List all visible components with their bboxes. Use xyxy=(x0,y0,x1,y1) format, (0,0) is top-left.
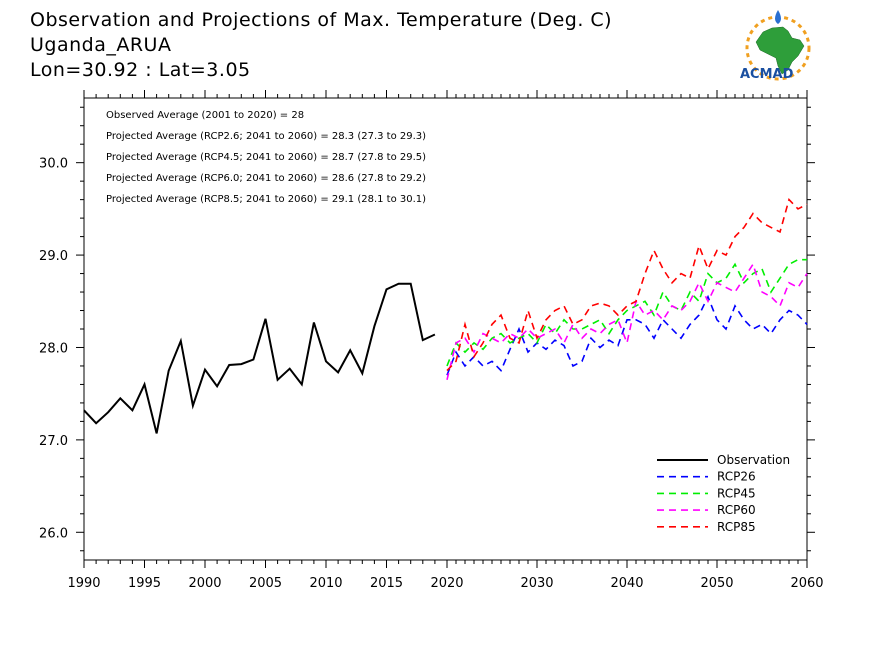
note-rcp85: Projected Average (RCP8.5; 2041 to 2060)… xyxy=(106,194,426,205)
acmad-logo: ACMAD xyxy=(740,10,811,82)
series-line-rcp26 xyxy=(446,294,808,376)
note-rcp60: Projected Average (RCP6.0; 2041 to 2060)… xyxy=(106,173,426,184)
x-tick-label: 1990 xyxy=(67,576,100,591)
y-tick-label: 26.0 xyxy=(39,526,68,541)
x-tick-label: 2060 xyxy=(790,576,823,591)
legend-label-rcp26: RCP26 xyxy=(717,470,756,484)
note-rcp45: Projected Average (RCP4.5; 2041 to 2060)… xyxy=(106,152,426,163)
water-drop-icon xyxy=(775,10,781,24)
axes-layer: 26.0 27.0 28.0 29.0 30.0 1990 1995 2000 2005 2010… xyxy=(39,90,824,591)
y-tick-label: 30.0 xyxy=(39,157,68,172)
legend-label-observation: Observation xyxy=(717,453,790,467)
coordinates-label: Lon=30.92 : Lat=3.05 xyxy=(30,59,251,81)
series-line-rcp45 xyxy=(446,258,807,367)
chart-title: Observation and Projections of Max. Temp… xyxy=(30,9,612,31)
y-tick-label: 27.0 xyxy=(39,434,68,449)
location-label: Uganda_ARUA xyxy=(30,34,171,56)
x-tick-label: 2020 xyxy=(430,576,463,591)
plot-frame xyxy=(83,97,808,561)
x-tick-label: 2005 xyxy=(249,576,282,591)
series-line-rcp85 xyxy=(446,198,808,372)
legend: Observation RCP26 RCP45 RCP60 RCP85 xyxy=(657,453,790,534)
notes-block: Observed Average (2001 to 2020) = 28 Pro… xyxy=(106,110,426,205)
series-line-observation xyxy=(83,282,436,434)
x-tick-label: 2050 xyxy=(700,576,733,591)
note-rcp26: Projected Average (RCP2.6; 2041 to 2060)… xyxy=(106,131,426,142)
x-tick-label: 2010 xyxy=(309,576,342,591)
y-tick-label: 28.0 xyxy=(39,341,68,356)
series-line-rcp60 xyxy=(446,262,808,380)
note-observed: Observed Average (2001 to 2020) = 28 xyxy=(106,110,304,121)
x-tick-label: 2015 xyxy=(370,576,403,591)
x-tick-label: 2000 xyxy=(188,576,221,591)
series-layer xyxy=(83,198,808,434)
x-tick-label: 2030 xyxy=(520,576,553,591)
legend-label-rcp45: RCP45 xyxy=(717,486,756,500)
x-tick-label: 2040 xyxy=(610,576,643,591)
africa-map-icon xyxy=(755,26,805,75)
y-tick-label: 29.0 xyxy=(39,249,68,264)
logo-text: ACMAD xyxy=(740,67,794,82)
legend-label-rcp85: RCP85 xyxy=(717,520,756,534)
x-tick-label: 1995 xyxy=(128,576,161,591)
legend-label-rcp60: RCP60 xyxy=(717,503,756,517)
